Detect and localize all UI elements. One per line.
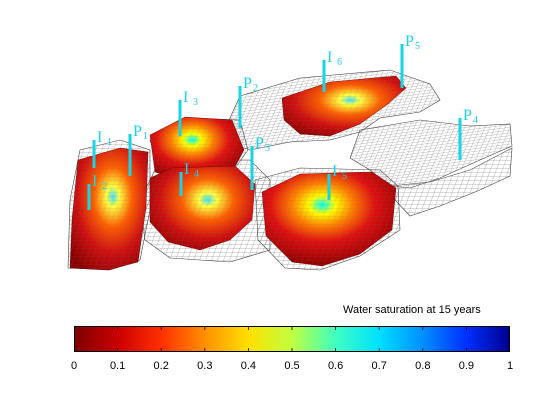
saturation-block-i1-i2 [69, 147, 149, 271]
saturation-block-i3 [149, 116, 245, 183]
well-label: P [243, 75, 252, 92]
saturation-block-i6 [281, 75, 407, 137]
saturation-block-i4 [149, 165, 256, 251]
well-label-subscript: 5 [342, 171, 347, 182]
colorbar-title: Water saturation at 15 years [343, 304, 481, 316]
well-label: P [405, 33, 414, 50]
well-label-subscript: 4 [194, 169, 199, 180]
colorbar-tick-label: 0 [70, 360, 78, 372]
colorbar-tick-label: 0.8 [415, 360, 431, 372]
well-label-subscript: 2 [253, 83, 258, 94]
colorbar-tick-label: 0.3 [197, 360, 213, 372]
well-label: I [92, 173, 97, 190]
well-label: I [184, 161, 189, 178]
colorbar-tick-label: 1 [506, 360, 514, 372]
well-label-subscript: 1 [107, 137, 112, 148]
well-label: I [327, 49, 332, 66]
well-label-subscript: 2 [102, 181, 107, 192]
well-label: I [97, 129, 102, 146]
well-label: P [133, 123, 142, 140]
colorbar-tick-label: 0.7 [371, 360, 387, 372]
colorbar [74, 326, 510, 352]
colorbar-tick-label: 0.6 [327, 360, 344, 372]
saturation-block-i5 [261, 171, 397, 267]
colorbar-tick-label: 0.9 [458, 360, 475, 372]
colorbar-tick-label: 0.1 [109, 360, 126, 372]
well-label-subscript: 1 [143, 131, 148, 142]
well-label-subscript: 4 [473, 115, 478, 126]
well-label: I [332, 163, 337, 180]
well-label-subscript: 6 [337, 57, 342, 68]
well-label-subscript: 3 [265, 143, 270, 154]
well-label-subscript: 5 [415, 41, 420, 52]
wells: I 1I 2I 3I 4 I 5I 6P 1P 2P 3P 4P 5 [87, 33, 478, 210]
colorbar-tick-label: 0.2 [153, 360, 169, 372]
well-label-subscript: 3 [193, 97, 198, 108]
well-label: P [463, 107, 472, 124]
well-label: I [183, 89, 188, 106]
colorbar-tick-label: 0.5 [284, 360, 300, 372]
well-label: P [255, 135, 264, 152]
colorbar-tick-label: 0.4 [240, 360, 257, 372]
